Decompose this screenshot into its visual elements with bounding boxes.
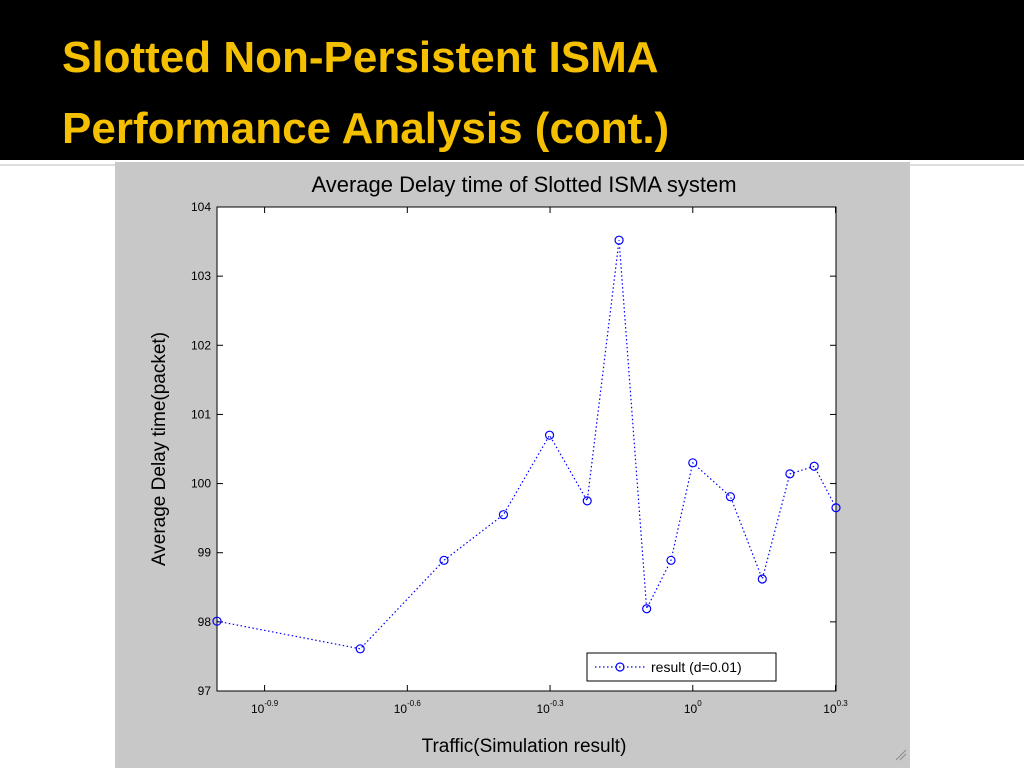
data-line	[216, 240, 837, 650]
slide-title-line: Slotted Non-Persistent ISMA	[62, 33, 659, 82]
resize-grip	[895, 749, 907, 761]
legend-box	[586, 652, 777, 682]
data-point	[785, 469, 795, 479]
y-tick-label: 97	[198, 684, 212, 698]
slide-title-line: Performance Analysis (cont.)	[62, 104, 669, 153]
data-point	[544, 430, 555, 440]
data-point	[642, 604, 652, 614]
data-point	[498, 510, 509, 520]
data-point	[614, 235, 624, 245]
x-axis-label: Traffic(Simulation result)	[422, 736, 627, 757]
y-tick-label: 99	[198, 546, 212, 560]
y-tick-label: 104	[191, 200, 211, 214]
y-axis-label: Average Delay time(packet)	[149, 332, 170, 566]
y-tick-label: 102	[191, 338, 211, 352]
data-point	[355, 644, 365, 654]
data-point	[688, 458, 698, 468]
data-point	[757, 574, 767, 584]
data-point	[725, 492, 736, 502]
x-tick-label: 100	[684, 699, 702, 716]
x-tick-label: 100.3	[823, 699, 848, 716]
chart-title: Average Delay time of Slotted ISMA syste…	[311, 172, 736, 197]
data-point	[212, 616, 222, 626]
y-tick-label: 103	[191, 269, 211, 283]
header-band	[0, 0, 1024, 160]
data-point	[582, 496, 592, 506]
x-tick-label: 10-0.3	[536, 699, 564, 716]
legend-label: result (d=0.01)	[651, 659, 742, 675]
y-tick-label: 98	[198, 615, 212, 629]
data-point	[666, 555, 676, 565]
legend: result (d=0.01)	[586, 652, 777, 682]
x-tick-label: 10-0.6	[394, 699, 422, 716]
data-point	[831, 503, 841, 513]
y-tick-label: 100	[191, 477, 211, 491]
y-tick-label: 101	[191, 407, 211, 421]
data-point	[439, 555, 449, 565]
legend-marker	[615, 662, 625, 672]
axes-box	[216, 206, 837, 692]
data-point	[809, 461, 819, 471]
x-tick-label: 10-0.9	[251, 699, 279, 716]
